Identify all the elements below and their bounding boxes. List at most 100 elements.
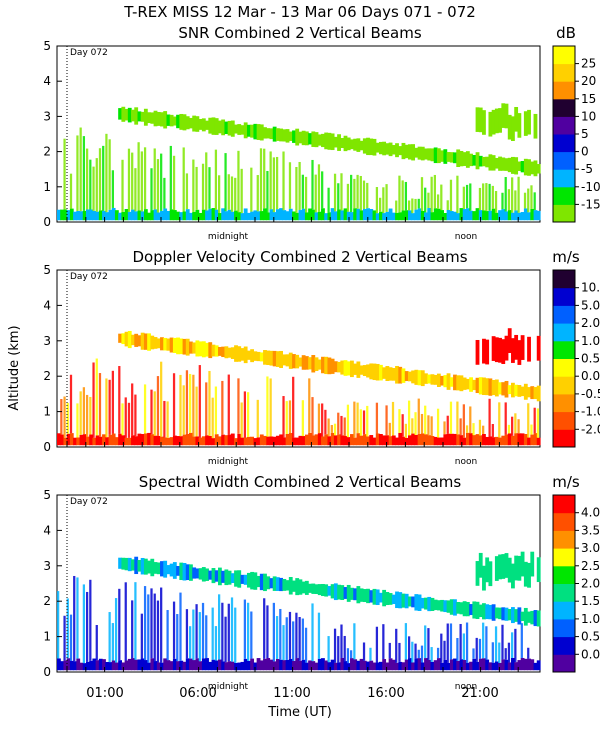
heatmap-cell: [514, 555, 519, 581]
colorbar-swatch: [553, 46, 575, 65]
heatmap-cell: [285, 354, 290, 367]
heatmap-cell: [536, 335, 541, 361]
heatmap-cell: [520, 335, 525, 360]
heatmap-cell: [472, 601, 477, 619]
heatmap-cell: [124, 660, 129, 671]
heatmap-cell: [246, 436, 251, 446]
heatmap-cell: [469, 433, 473, 446]
width-panel-title: Spectral Width Combined 2 Vertical Beams: [139, 473, 462, 491]
heatmap-cell: [153, 209, 158, 221]
heatmap-cell: [243, 208, 248, 221]
heatmap-cell: [404, 181, 408, 211]
heatmap-cell: [443, 375, 448, 388]
heatmap-cell: [398, 661, 403, 671]
heatmap-cell: [353, 623, 356, 660]
heatmap-cell: [240, 125, 245, 135]
heatmap-cell: [417, 208, 422, 221]
heatmap-cell: [292, 354, 296, 369]
heatmap-cell: [118, 366, 121, 434]
heatmap-cell: [514, 433, 519, 446]
heatmap-cell: [391, 594, 396, 605]
heatmap-cell: [195, 209, 200, 221]
heatmap-cell: [208, 208, 213, 221]
x-axis-label: Time (UT): [267, 705, 332, 720]
heatmap-cell: [98, 210, 103, 221]
heatmap-cell: [314, 174, 317, 213]
heatmap-cell: [85, 209, 90, 221]
heatmap-cell: [317, 433, 322, 446]
heatmap-cell: [250, 658, 255, 671]
heatmap-cell: [401, 593, 406, 608]
heatmap-cell: [482, 565, 486, 591]
heatmap-cell: [114, 210, 119, 221]
heatmap-cell: [465, 432, 470, 446]
heatmap-cell: [243, 574, 248, 585]
heatmap-cell: [404, 210, 409, 221]
heatmap-cell: [523, 111, 528, 136]
heatmap-cell: [414, 594, 419, 611]
colorbar-swatch: [553, 287, 575, 306]
colorbar-swatch: [553, 601, 575, 620]
heatmap-cell: [324, 132, 329, 150]
heatmap-cell: [482, 183, 485, 211]
heatmap-cell: [446, 209, 451, 221]
heatmap-cell: [57, 433, 61, 446]
heatmap-cell: [205, 658, 209, 671]
heatmap-cell: [324, 434, 329, 446]
colorbar-swatch: [553, 636, 575, 655]
heatmap-cell: [514, 609, 519, 622]
heatmap-cell: [195, 116, 200, 132]
y-tick-label: 5: [43, 488, 51, 502]
heatmap-cell: [111, 207, 116, 221]
heatmap-cell: [465, 602, 470, 617]
heatmap-cell: [221, 208, 226, 221]
heatmap-cell: [263, 573, 267, 592]
heatmap-cell: [250, 611, 253, 659]
heatmap-cell: [102, 434, 106, 446]
heatmap-cell: [137, 659, 142, 671]
colorbar-label: -15: [581, 197, 600, 211]
heatmap-cell: [507, 662, 512, 671]
y-tick-label: 5: [43, 39, 51, 53]
heatmap-cell: [147, 594, 150, 663]
heatmap-cell: [527, 658, 531, 671]
heatmap-cell: [192, 342, 197, 354]
heatmap-cell: [494, 379, 499, 397]
heatmap-cell: [462, 209, 467, 221]
heatmap-cell: [63, 209, 68, 221]
heatmap-cell: [208, 435, 213, 446]
heatmap-cell: [391, 659, 396, 671]
heatmap-cell: [517, 385, 522, 397]
heatmap-cell: [124, 582, 127, 661]
heatmap-cell: [459, 418, 462, 436]
heatmap-cell: [424, 597, 428, 610]
heatmap-cell: [417, 198, 420, 209]
heatmap-cell: [494, 436, 499, 446]
heatmap-cell: [343, 661, 348, 671]
heatmap-cell: [237, 124, 242, 135]
heatmap-cell: [527, 109, 531, 135]
heatmap-cell: [350, 650, 353, 659]
heatmap-cell: [362, 209, 367, 221]
heatmap-cell: [330, 432, 335, 446]
heatmap-cell: [507, 642, 511, 663]
heatmap-cell: [417, 658, 422, 671]
heatmap-cell: [82, 434, 87, 446]
heatmap-cell: [79, 434, 84, 446]
heatmap-cell: [89, 396, 92, 435]
colorbar-swatch: [553, 305, 575, 324]
heatmap-cell: [401, 180, 404, 211]
heatmap-cell: [169, 145, 172, 210]
heatmap-cell: [185, 433, 190, 446]
heatmap-cell: [337, 636, 340, 663]
heatmap-cell: [259, 148, 263, 212]
colorbar-label: 2.0: [581, 316, 600, 330]
heatmap-cell: [137, 111, 142, 122]
heatmap-cell: [523, 658, 528, 671]
heatmap-cell: [288, 577, 293, 595]
heatmap-cell: [459, 602, 464, 615]
heatmap-cell: [333, 211, 338, 221]
heatmap-cell: [301, 130, 306, 146]
heatmap-cell: [124, 397, 127, 438]
heatmap-cell: [527, 611, 531, 623]
